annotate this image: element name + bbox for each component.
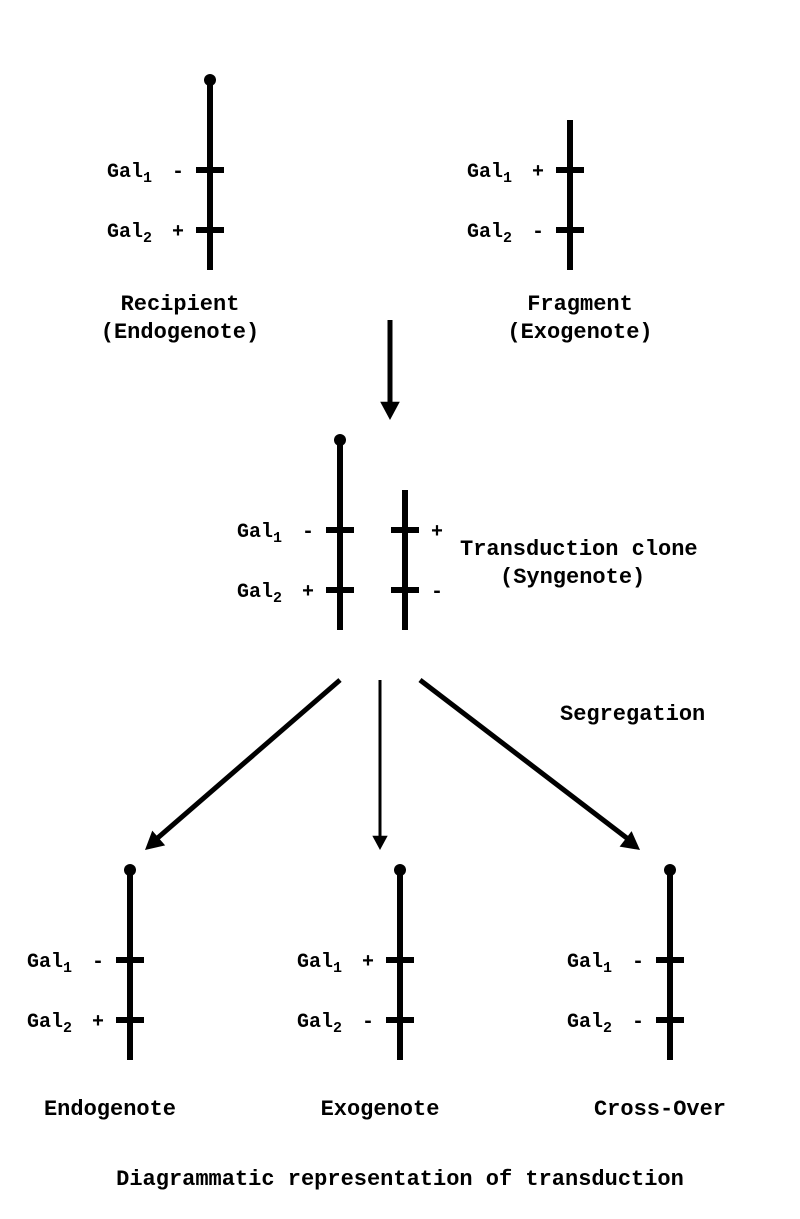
syngenote-exo-chromosome-gene1-sign: + [431,521,443,544]
segregation-label: Segregation [560,702,705,727]
syngenote-endo-chromosome-gene1-label: -Gal1 [237,521,314,547]
arrow-seg-left [145,680,340,850]
fragment-label: Fragment (Exogenote) [507,292,652,345]
svg-text:Gal2: Gal2 [297,1011,342,1037]
svg-text:Exogenote: Exogenote [321,1097,440,1122]
out-endo-chromosome-gene2-label: + Gal2 [27,1011,104,1037]
svg-text:Gal2: Gal2 [107,221,152,247]
svg-text:(Syngenote): (Syngenote) [500,565,645,590]
figure-caption: Diagrammatic representation of transduct… [116,1167,684,1192]
svg-text:-: - [632,1011,644,1034]
syngenote-label: Transduction clone (Syngenote) [460,537,698,590]
recipient-chromosome [196,74,224,270]
svg-text:Diagrammatic representation of: Diagrammatic representation of transduct… [116,1167,684,1192]
svg-text:Gal2: Gal2 [567,1011,612,1037]
svg-text:Gal2: Gal2 [237,581,282,607]
fragment-chromosome [556,120,584,270]
out-cross-chromosome-gene2-label: -Gal2 [567,1011,644,1037]
svg-text:Cross-Over: Cross-Over [594,1097,726,1122]
svg-text:+: + [532,161,544,184]
svg-text:-: - [532,221,544,244]
out-exo-chromosome [386,864,414,1060]
svg-text:Gal1: Gal1 [237,521,282,547]
arrow-to-syngenote [380,320,400,420]
out-exo-chromosome-gene2-label: -Gal2 [297,1011,374,1037]
svg-text:(Endogenote): (Endogenote) [101,320,259,345]
out-cross-chromosome-gene1-label: -Gal1 [567,951,644,977]
svg-text:Recipient: Recipient [121,292,240,317]
svg-text:+: + [172,221,184,244]
svg-text:Gal2: Gal2 [27,1011,72,1037]
svg-text:Gal1: Gal1 [467,161,512,187]
syngenote-exo-chromosome [391,490,419,630]
out-endo-chromosome-gene1-label: -Gal1 [27,951,104,977]
svg-text:Gal1: Gal1 [297,951,342,977]
out-endo-label: Endogenote [44,1097,176,1122]
out-cross-label: Cross-Over [594,1097,726,1122]
svg-text:Gal2: Gal2 [467,221,512,247]
svg-text:Gal1: Gal1 [567,951,612,977]
svg-text:-: - [431,581,443,604]
svg-text:Gal1: Gal1 [107,161,152,187]
syngenote-endo-chromosome-gene2-label: + Gal2 [237,581,314,607]
out-exo-label: Exogenote [321,1097,440,1122]
out-cross-chromosome [656,864,684,1060]
svg-text:Endogenote: Endogenote [44,1097,176,1122]
svg-text:-: - [172,161,184,184]
svg-text:-: - [632,951,644,974]
out-exo-chromosome-gene1-label: + Gal1 [297,951,374,977]
syngenote-endo-chromosome [326,434,354,630]
svg-text:+: + [362,951,374,974]
svg-text:-: - [362,1011,374,1034]
svg-text:+: + [92,1011,104,1034]
svg-text:(Exogenote): (Exogenote) [507,320,652,345]
svg-text:Segregation: Segregation [560,702,705,727]
recipient-chromosome-gene1-label: -Gal1 [107,161,184,187]
svg-text:Gal1: Gal1 [27,951,72,977]
fragment-chromosome-gene1-label: + Gal1 [467,161,544,187]
svg-text:+: + [431,521,443,544]
svg-text:Fragment: Fragment [527,292,633,317]
arrow-seg-center [372,680,387,850]
svg-text:Transduction clone: Transduction clone [460,537,698,562]
fragment-chromosome-gene2-label: -Gal2 [467,221,544,247]
recipient-chromosome-gene2-label: + Gal2 [107,221,184,247]
svg-text:-: - [92,951,104,974]
svg-text:+: + [302,581,314,604]
svg-text:-: - [302,521,314,544]
out-endo-chromosome [116,864,144,1060]
recipient-label: Recipient (Endogenote) [101,292,259,345]
syngenote-exo-chromosome-gene2-sign: - [431,581,443,604]
